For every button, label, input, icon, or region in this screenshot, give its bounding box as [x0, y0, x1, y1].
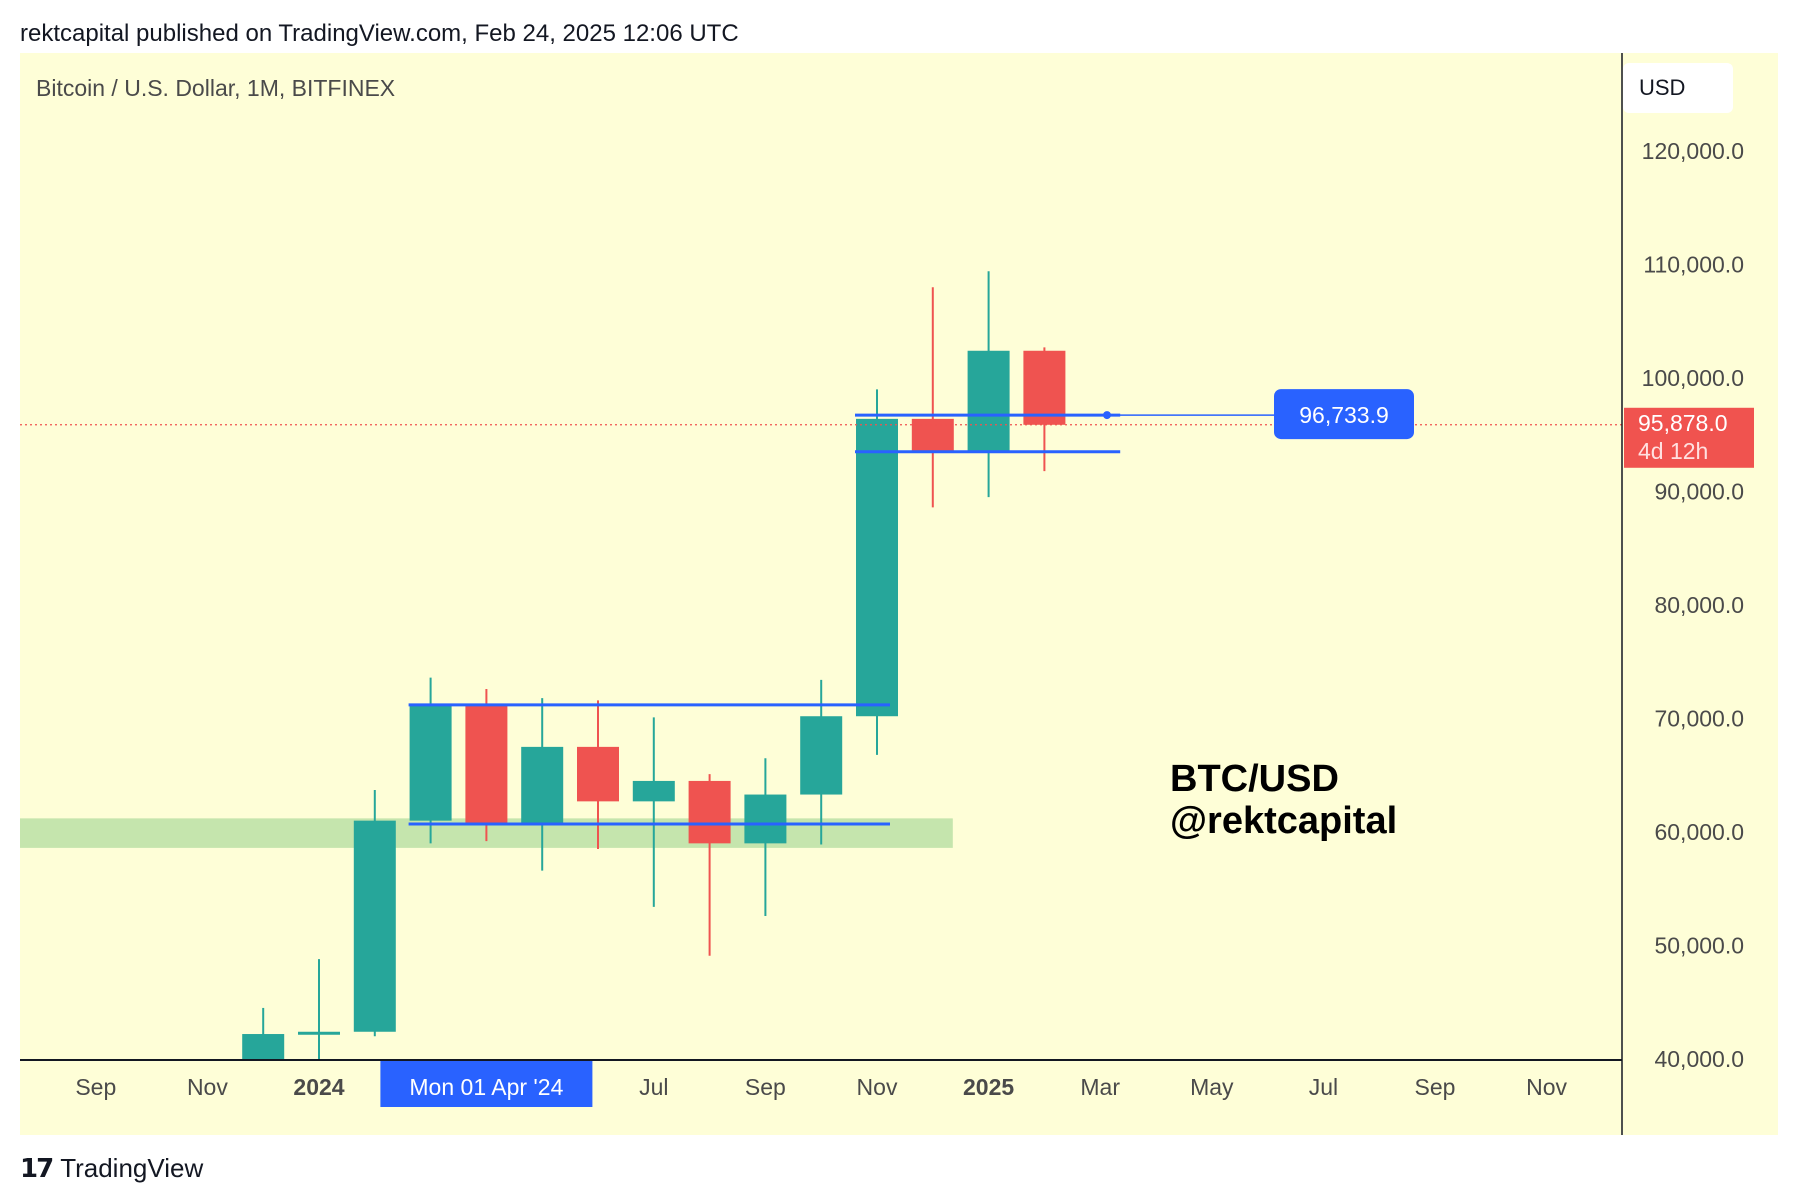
crosshair-date-label: Mon 01 Apr '24: [409, 1074, 563, 1100]
price-ray-label-box: [1274, 389, 1414, 440]
candle-2024-04: [465, 688, 508, 842]
x-tick-label: Jul: [1309, 1074, 1338, 1100]
candle-2024-01: [298, 959, 340, 1060]
candle-2025-01: [967, 271, 1010, 498]
candle-body: [688, 780, 731, 844]
candle-body: [465, 704, 508, 825]
candle-body: [1023, 350, 1066, 425]
candle-body: [856, 418, 898, 717]
chart-watermark: BTC/USD @rektcapital: [1170, 758, 1397, 842]
candle-body: [298, 1031, 340, 1035]
x-tick-label: Nov: [857, 1074, 898, 1100]
candle-2024-12: [911, 287, 954, 508]
candle-body: [242, 1034, 285, 1060]
price-ray-anchor: [1103, 411, 1111, 420]
candle-body: [409, 704, 452, 821]
x-tick-label: Jul: [639, 1074, 668, 1100]
candle-body: [967, 350, 1010, 452]
candle-2023-12: [242, 1007, 285, 1060]
y-tick-label: 60,000.0: [1654, 819, 1744, 845]
candle-2024-05: [521, 698, 564, 871]
watermark-author: @rektcapital: [1170, 800, 1398, 842]
crosshair-date-box: [380, 1061, 593, 1107]
x-tick-label: 2025: [963, 1074, 1014, 1100]
publish-info: rektcapital published on TradingView.com…: [20, 20, 739, 47]
x-tick-label: Nov: [187, 1074, 228, 1100]
x-tick-label: Nov: [1526, 1074, 1567, 1100]
candle-body: [911, 418, 954, 452]
candle-2024-07: [632, 717, 675, 907]
y-tick-label: 40,000.0: [1654, 1046, 1744, 1072]
y-tick-label: 90,000.0: [1654, 479, 1744, 505]
candle-body: [577, 746, 619, 802]
y-tick-label: 80,000.0: [1654, 592, 1744, 618]
y-tick-label: 110,000.0: [1643, 252, 1744, 278]
candle-2024-10: [800, 679, 843, 845]
y-tick-label: 120,000.0: [1642, 138, 1744, 164]
y-tick-label: 100,000.0: [1642, 365, 1744, 391]
x-tick-label: Sep: [745, 1074, 786, 1100]
x-tick-label: May: [1190, 1074, 1234, 1100]
footer-brand[interactable]: 17 TradingView: [20, 1153, 203, 1184]
x-tick-label: Sep: [1415, 1074, 1456, 1100]
current-price-badge: [1624, 407, 1754, 468]
current-price-label: 95,878.0: [1638, 410, 1728, 436]
y-tick-label: 70,000.0: [1654, 706, 1744, 732]
candle-body: [521, 746, 564, 825]
currency-button[interactable]: USD: [1623, 63, 1733, 113]
x-tick-label: Mar: [1080, 1074, 1120, 1100]
y-tick-label: 50,000.0: [1654, 933, 1744, 959]
candle-2024-09: [744, 758, 787, 916]
candle-2024-11: [856, 389, 898, 755]
candle-2025-02: [1023, 347, 1066, 472]
x-tick-label: 2024: [293, 1074, 344, 1100]
countdown-label: 4d 12h: [1638, 438, 1708, 464]
candle-2024-08: [688, 774, 731, 956]
chart-frame[interactable]: 96,733.9 40,000.0 50,000.0 60,000.0 70,000.0…: [20, 53, 1778, 1135]
candle-body: [800, 716, 843, 795]
candle-body: [353, 820, 396, 1032]
candlestick-chart[interactable]: 96,733.9 40,000.0 50,000.0 60,000.0 70,000.0…: [20, 53, 1778, 1135]
tradingview-logo-icon: 17: [20, 1153, 54, 1184]
brand-name: TradingView: [60, 1153, 204, 1183]
x-tick-label: Sep: [75, 1074, 116, 1100]
watermark-pair: BTC/USD: [1170, 758, 1339, 800]
candle-2024-02: [353, 790, 396, 1037]
symbol-title: Bitcoin / U.S. Dollar, 1M, BITFINEX: [36, 75, 396, 101]
candle-body: [744, 794, 787, 844]
price-ray-label: 96,733.9: [1299, 402, 1389, 428]
candle-body: [632, 780, 675, 802]
candle-2024-03: [409, 677, 452, 844]
